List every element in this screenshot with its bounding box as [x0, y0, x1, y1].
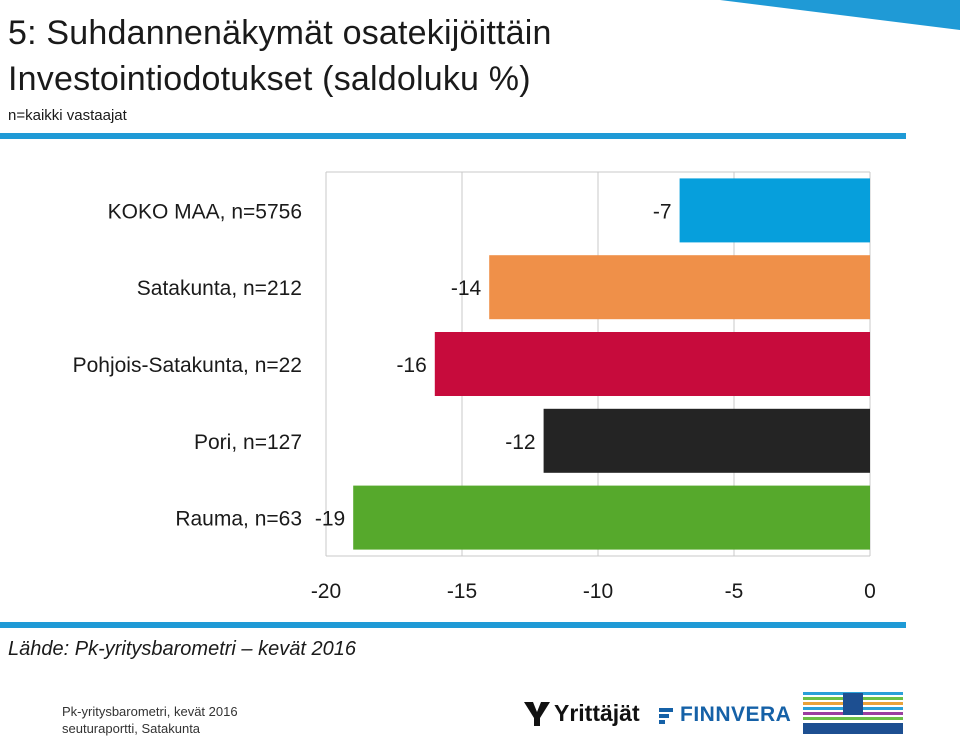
x-tick-label-1: -15	[447, 580, 477, 603]
page-title: 5: Suhdannenäkymät osatekijöittäin	[8, 14, 552, 52]
footer-divider	[0, 622, 906, 628]
data-label-4: -19	[315, 508, 345, 531]
yrittajat-logo: Yrittäjät	[522, 696, 640, 730]
bar-1	[489, 255, 870, 320]
data-label-2: -16	[396, 354, 426, 377]
x-tick-label-4: 0	[864, 580, 876, 603]
bar-chart: KOKO MAA, n=5756 -7 Satakunta, n=212 -14 Poh…	[73, 171, 876, 603]
page-subtitle: Investointiodotukset (saldoluku %)	[8, 60, 531, 98]
category-label-1: Satakunta, n=212	[137, 277, 302, 300]
bar-3	[543, 408, 870, 473]
finnvera-logo: FINNVERA	[658, 700, 791, 730]
x-tick-label-0: -20	[311, 580, 341, 603]
finnvera-logo-text: FINNVERA	[680, 703, 792, 726]
bar-4	[353, 485, 870, 550]
x-tick-label-3: -5	[725, 580, 744, 603]
x-tick-label-2: -10	[583, 580, 613, 603]
yrittajat-logo-text: Yrittäjät	[554, 699, 640, 726]
respondents-note: n=kaikki vastaajat	[8, 107, 127, 124]
header-divider	[0, 133, 906, 139]
footer-line-1: Pk-yritysbarometri, kevät 2016	[62, 704, 238, 719]
data-label-1: -14	[451, 277, 482, 300]
category-label-4: Rauma, n=63	[175, 508, 302, 531]
data-label-3: -12	[505, 431, 535, 454]
yrittajat-logo-mark	[524, 702, 550, 726]
bar-0	[679, 178, 870, 243]
finnvera-logo-mark	[659, 708, 673, 724]
tem-logo-mark	[803, 692, 903, 734]
data-label-0: -7	[653, 200, 672, 223]
category-label-3: Pori, n=127	[194, 431, 302, 454]
tem-logo	[803, 692, 903, 734]
source-note: Lähde: Pk-yritysbarometri – kevät 2016	[8, 638, 356, 660]
category-label-2: Pohjois-Satakunta, n=22	[73, 354, 302, 377]
corner-accent	[720, 0, 960, 30]
footer-line-2: seuturaportti, Satakunta	[62, 721, 201, 736]
bar-2	[434, 332, 870, 396]
category-label-0: KOKO MAA, n=5756	[108, 200, 302, 223]
